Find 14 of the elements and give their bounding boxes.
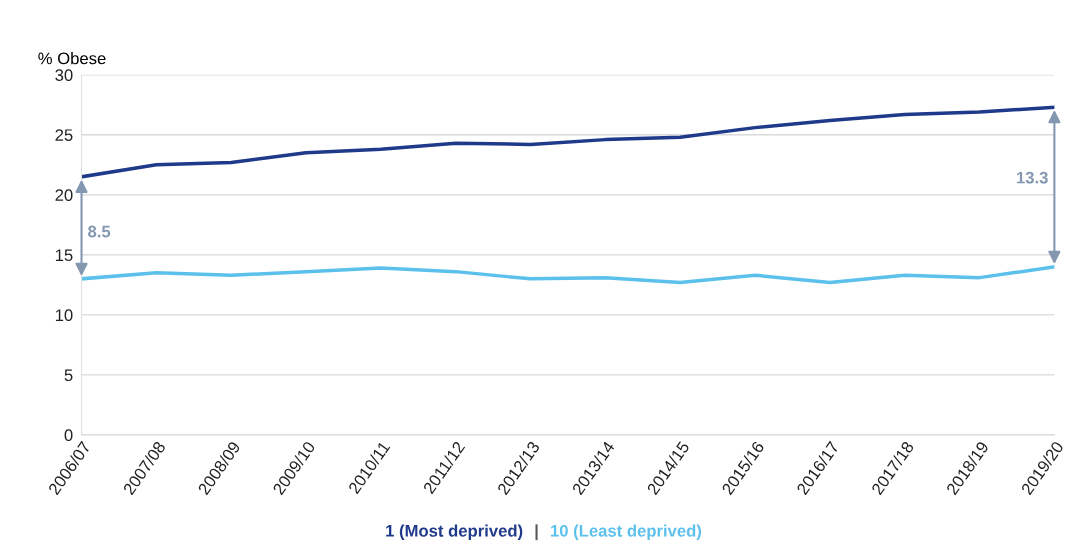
text: |: [535, 524, 538, 541]
text: 1 (Most deprived): [386, 524, 523, 541]
y-tick-label: 30: [55, 69, 73, 81]
y-tick-label: 25: [55, 129, 73, 142]
y-tick-label: 20: [55, 189, 73, 202]
annotation: 8.5: [88, 225, 111, 238]
y-tick-label: 10: [55, 309, 73, 322]
y-axis-title: % Obese: [38, 52, 106, 65]
text: 10 (Least deprived): [551, 524, 702, 541]
y-tick-label: 0: [64, 429, 73, 442]
annotation: 13.3: [1017, 171, 1048, 184]
y-tick-label: 15: [55, 249, 73, 262]
y-tick-label: 5: [64, 369, 73, 382]
line-series: [81, 265, 1055, 285]
